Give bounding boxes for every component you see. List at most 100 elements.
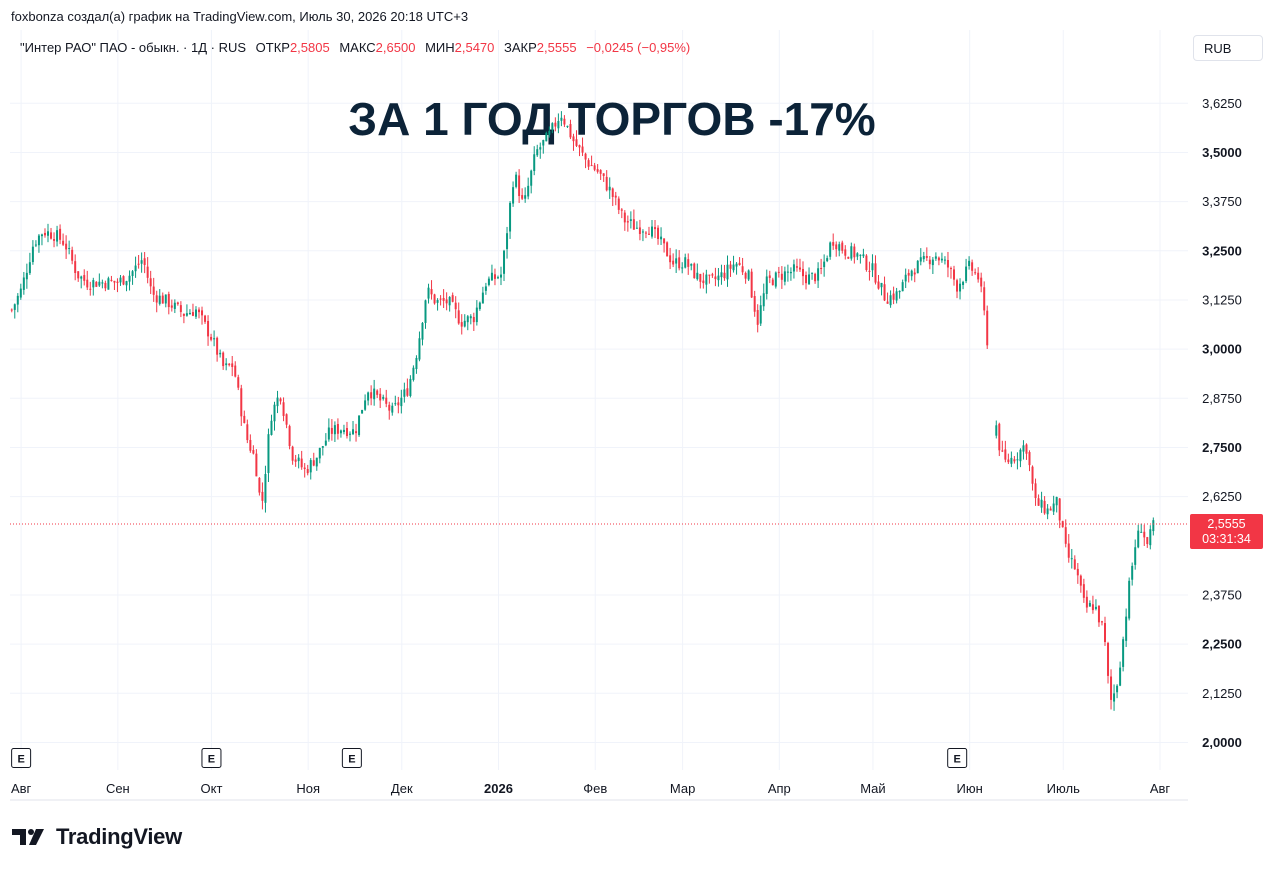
candle-body — [753, 296, 756, 312]
candle-body — [596, 169, 599, 172]
candle-body — [324, 440, 327, 446]
candle-body — [1125, 616, 1128, 641]
candle-body — [451, 295, 454, 302]
candle-body — [210, 336, 213, 340]
candle-body — [1043, 500, 1046, 514]
candle-body — [1149, 529, 1152, 546]
candle-body — [294, 459, 297, 462]
earnings-marker-box — [947, 748, 968, 768]
candle-body — [678, 257, 681, 269]
candle-body — [1058, 498, 1061, 521]
candle-body — [699, 273, 702, 282]
candle-body — [657, 227, 660, 239]
candle-body — [681, 267, 684, 269]
candle-body — [693, 263, 696, 279]
candle-body — [687, 259, 690, 267]
candle-body — [282, 402, 285, 416]
time-tick-label: Май — [860, 781, 885, 796]
candle-body — [629, 219, 632, 221]
earnings-marker-label: E — [208, 754, 215, 766]
candle-body — [877, 281, 880, 289]
candle-body — [1004, 449, 1007, 460]
candle-body — [868, 270, 871, 272]
time-axis[interactable]: Авг Сен Окт Ноя Дек 2026 Фев Мар Апр Май Июн Июль Ав… — [11, 781, 1170, 796]
price-tick-label: 3,1250 — [1202, 292, 1242, 307]
candle-body — [720, 272, 723, 278]
candle-body — [137, 263, 140, 265]
candle-body — [273, 404, 276, 422]
candle-body — [666, 242, 669, 257]
price-tick-label: 3,6250 — [1202, 96, 1242, 111]
candle-body — [509, 202, 512, 232]
candle-body — [599, 170, 602, 174]
tradingview-logo-icon — [12, 829, 44, 845]
candle-body — [454, 302, 457, 310]
candle-body — [738, 262, 741, 266]
candle-body — [131, 271, 134, 277]
last-price-countdown: 03:31:34 — [1202, 532, 1251, 546]
candle-body — [1001, 450, 1004, 452]
candle-body — [188, 312, 191, 315]
price-tick-label: 3,2500 — [1202, 243, 1242, 258]
close-label: ЗАКР — [504, 40, 537, 55]
price-axis[interactable]: 3,75003,62503,50003,37503,25003,12503,00… — [1202, 47, 1242, 750]
candle-body — [1037, 498, 1040, 506]
candle-body — [56, 230, 59, 242]
candle-body — [249, 439, 252, 451]
candle-body — [164, 294, 167, 304]
candle-body — [182, 313, 185, 316]
candle-body — [838, 244, 841, 251]
candle-body — [895, 291, 898, 301]
candle-body — [551, 123, 554, 131]
candle-body — [817, 268, 820, 281]
candle-body — [904, 274, 907, 282]
candle-body — [143, 258, 146, 265]
candle-body — [204, 315, 207, 322]
earnings-marker-box — [201, 748, 222, 768]
candle-body — [418, 338, 421, 360]
candle-body — [333, 425, 336, 435]
grid-lines — [10, 30, 1188, 801]
symbol-name[interactable]: "Интер РАО" ПАО - обыкн. · 1Д · RUS — [20, 40, 247, 55]
candle-body — [430, 289, 433, 295]
candle-body — [1152, 520, 1155, 532]
candle-body — [771, 279, 774, 286]
candle-body — [503, 250, 506, 274]
candle-body — [750, 271, 753, 298]
candle-body — [1067, 543, 1070, 558]
candle-body — [267, 434, 270, 474]
candle-body — [518, 175, 521, 197]
tradingview-brand[interactable]: TradingView — [12, 824, 182, 850]
candle-body — [762, 293, 765, 307]
candle-body — [478, 302, 481, 310]
candle-body — [361, 409, 364, 414]
candle-body — [336, 423, 339, 434]
candle-body — [237, 377, 240, 388]
candle-body — [814, 273, 817, 282]
candle-body — [433, 294, 436, 304]
candle-body — [409, 378, 412, 396]
candle-body — [1046, 508, 1049, 515]
earnings-marker-label: E — [17, 754, 24, 766]
close-value: 2,5555 — [536, 40, 577, 55]
candle-body — [1137, 530, 1140, 548]
candle-body — [10, 309, 13, 311]
candle-body — [521, 195, 524, 199]
candle-body — [264, 474, 267, 503]
candle-body — [1091, 604, 1094, 611]
candle-body — [940, 258, 943, 261]
time-tick-label: Авг — [1150, 781, 1171, 796]
candle-body — [445, 299, 448, 304]
candle-body — [569, 124, 572, 138]
price-tick-label: 2,1250 — [1202, 686, 1242, 701]
candle-body — [1094, 606, 1097, 609]
chart-title: ЗА 1 ГОД ТОРГОВ -17% — [348, 93, 875, 145]
candle-body — [1052, 503, 1055, 512]
candle-body — [472, 316, 475, 323]
candle-body — [943, 259, 946, 261]
candle-body — [623, 212, 626, 223]
candle-body — [68, 247, 71, 249]
candle-body — [77, 271, 80, 279]
currency-button[interactable]: RUB — [1193, 35, 1263, 61]
